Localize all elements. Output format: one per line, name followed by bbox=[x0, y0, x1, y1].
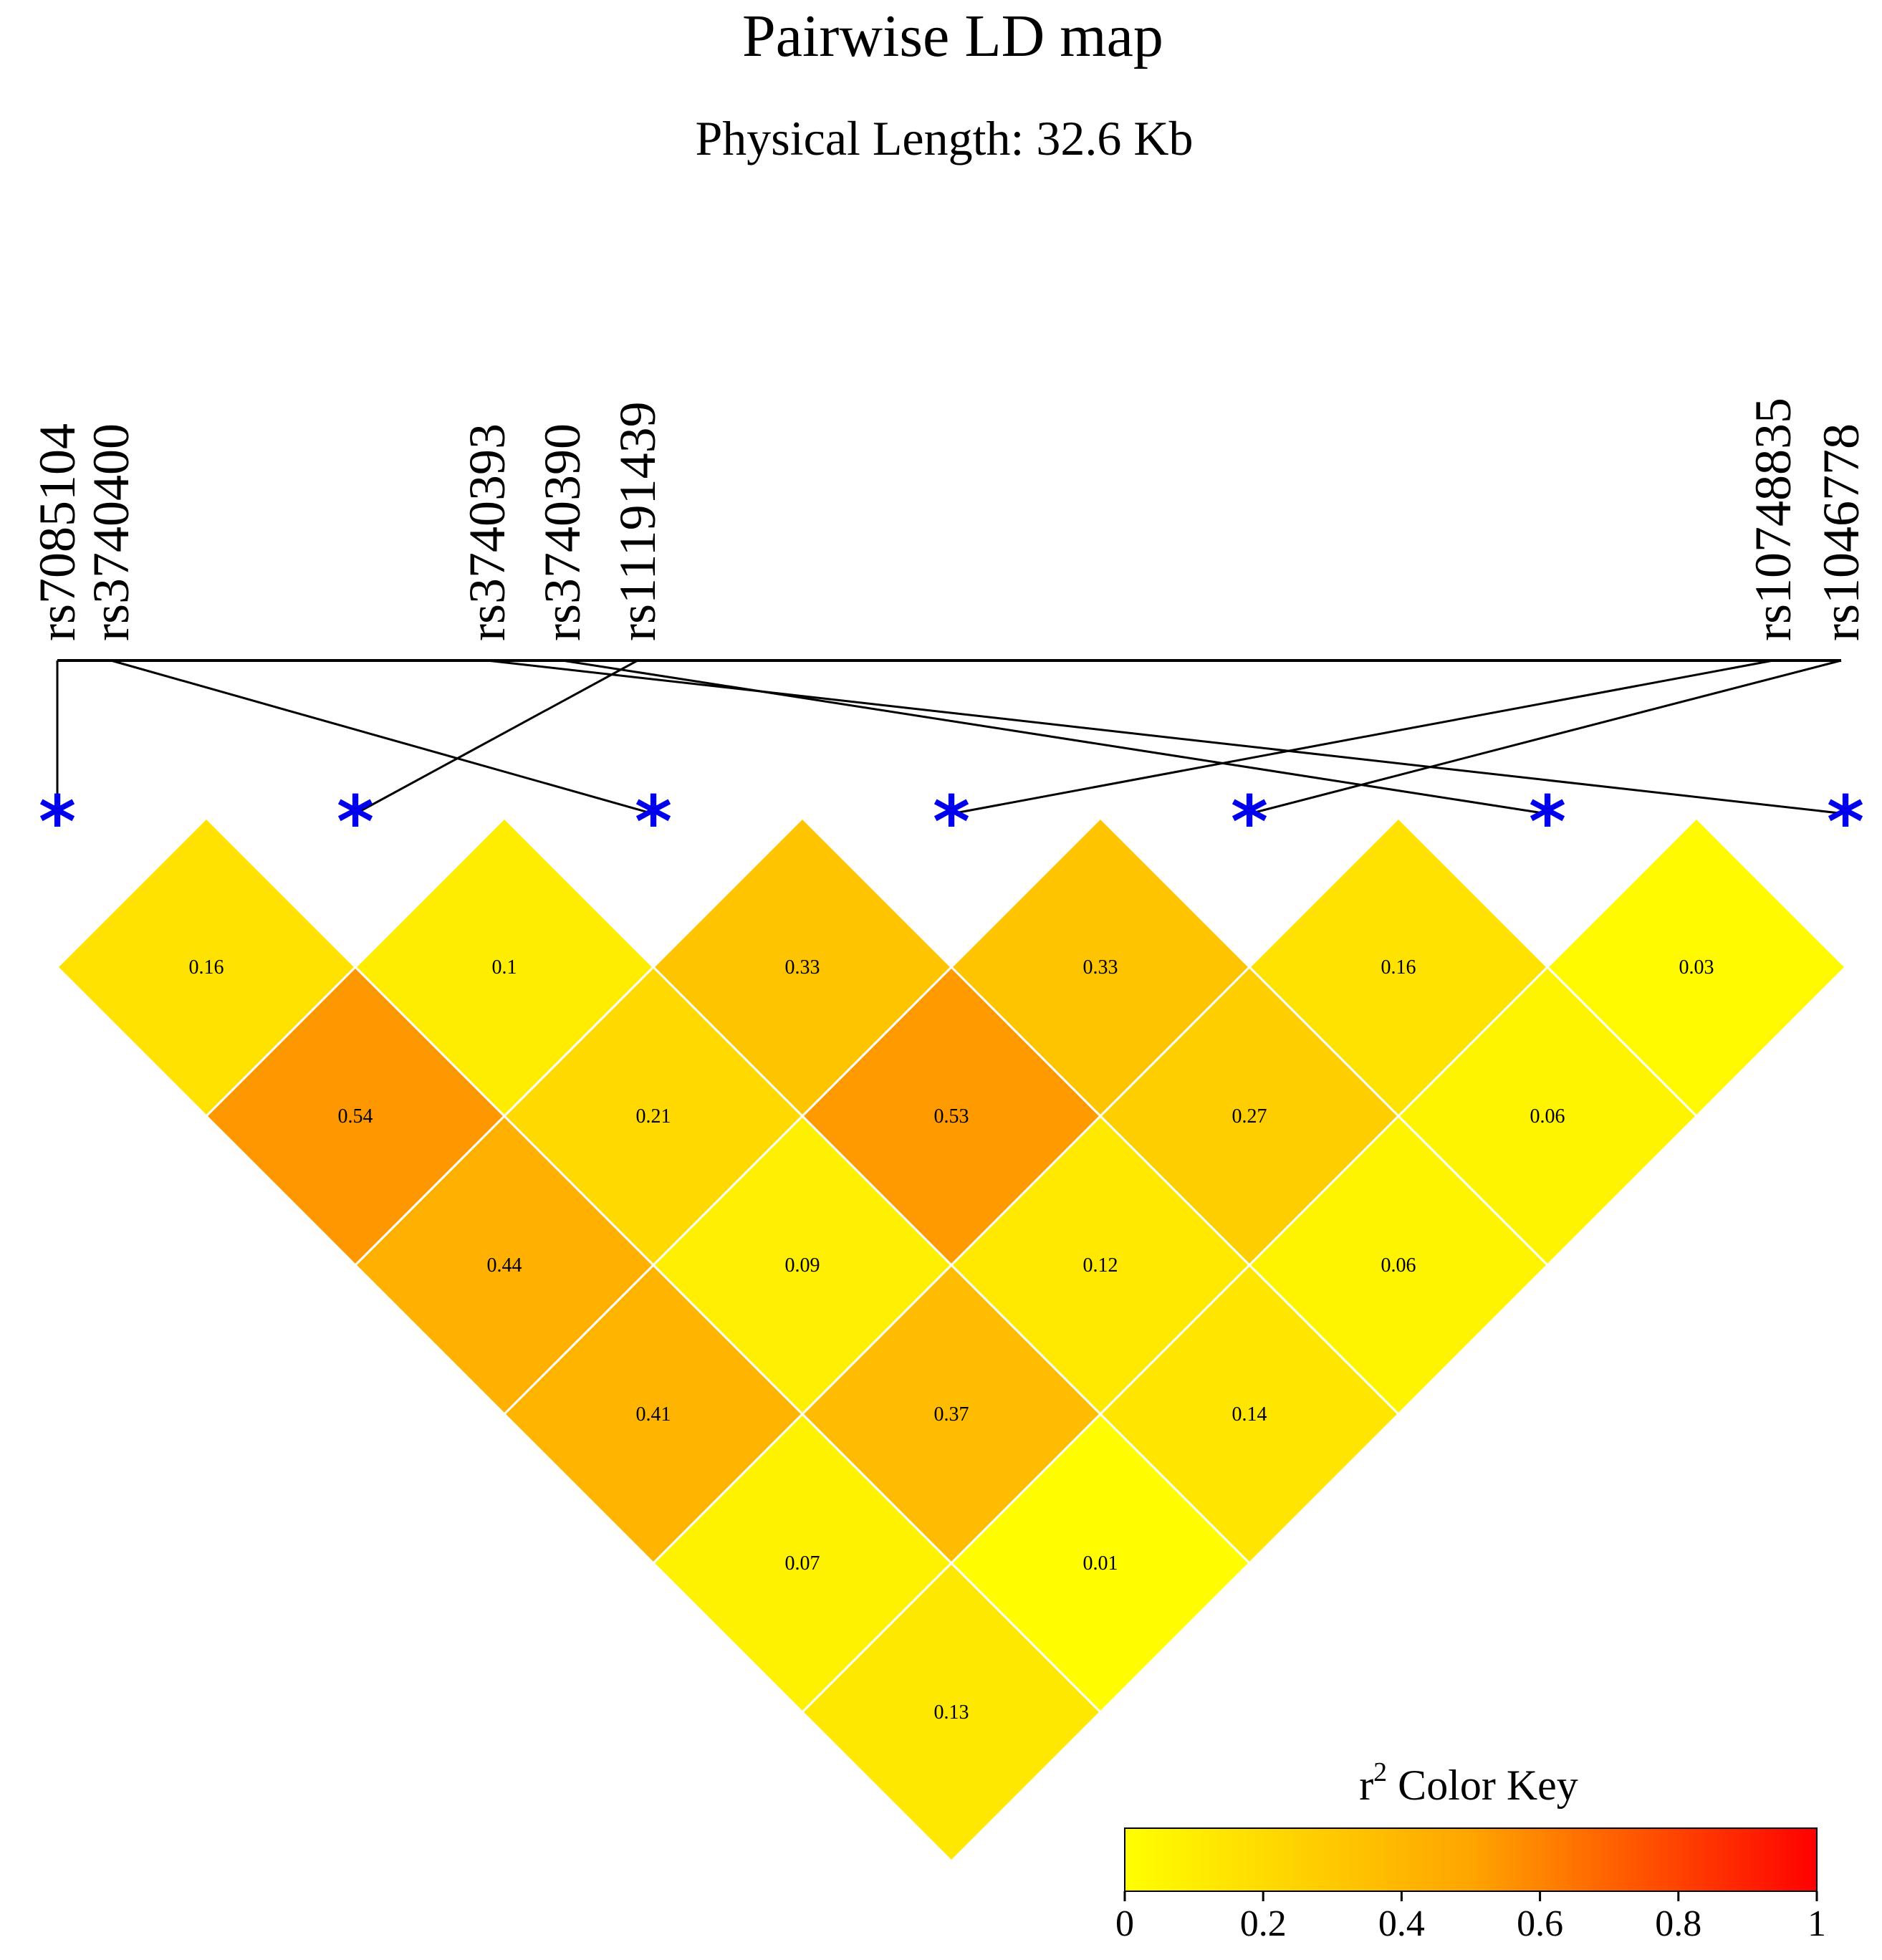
snp-connector bbox=[355, 659, 638, 815]
snp-connector-lines bbox=[56, 659, 1846, 815]
snp-label: rs3740390 bbox=[534, 423, 591, 641]
ld-cell-value: 0.27 bbox=[1232, 1105, 1267, 1128]
snp-label: rs7085104 bbox=[29, 423, 86, 641]
ld-cell-value: 0.54 bbox=[338, 1105, 373, 1128]
ld-cell-value: 0.06 bbox=[1530, 1105, 1565, 1128]
snp-connector bbox=[1249, 659, 1842, 815]
chart-title: Pairwise LD map bbox=[742, 3, 1163, 69]
color-key-tick-label: 0.2 bbox=[1240, 1903, 1287, 1944]
ld-cell-value: 0.53 bbox=[934, 1105, 969, 1128]
snp-position-marker: * bbox=[337, 780, 374, 864]
snp-position-marker: * bbox=[1529, 780, 1566, 864]
snp-position-marker: * bbox=[1231, 780, 1268, 864]
ld-cell-value: 0.09 bbox=[785, 1254, 820, 1277]
color-key-gradient-bar bbox=[1124, 1827, 1818, 1892]
snp-position-marker: * bbox=[933, 780, 970, 864]
color-key-tick-label: 0.4 bbox=[1378, 1903, 1425, 1944]
color-key: r2 Color Key 0 0.2 0.4 0.6 0.8 1 bbox=[1115, 1757, 1826, 1944]
snp-connector bbox=[562, 659, 1548, 815]
color-key-title: r2 Color Key bbox=[1359, 1757, 1578, 1809]
color-key-tick-label: 1 bbox=[1807, 1903, 1826, 1944]
snp-position-marker: * bbox=[635, 780, 672, 864]
ld-cells: 0.16 0.1 0.33 0.33 0.16 0.03 0.54 0.21 0.53 0.27 0… bbox=[55, 816, 1848, 1863]
snp-connector bbox=[486, 659, 1846, 815]
color-key-ticks: 0 0.2 0.4 0.6 0.8 1 bbox=[1115, 1891, 1826, 1944]
ld-cell-value: 0.16 bbox=[1381, 956, 1416, 979]
chart-subtitle: Physical Length: 32.6 Kb bbox=[695, 111, 1193, 165]
ld-cell-value: 0.1 bbox=[492, 956, 517, 979]
ld-cell-value: 0.21 bbox=[636, 1105, 671, 1128]
ld-cell-value: 0.14 bbox=[1232, 1403, 1267, 1426]
snp-position-markers: * * * * * * * bbox=[39, 780, 1864, 864]
ld-cell-value: 0.07 bbox=[785, 1552, 820, 1575]
ld-cell-value: 0.44 bbox=[487, 1254, 522, 1277]
ld-cell-value: 0.33 bbox=[1083, 956, 1118, 979]
ld-cell-value: 0.41 bbox=[636, 1403, 671, 1426]
ld-cell-value: 0.13 bbox=[934, 1701, 969, 1724]
snp-label: rs10748835 bbox=[1744, 398, 1802, 641]
ld-cell-value: 0.12 bbox=[1083, 1254, 1118, 1277]
snp-label: rs3740393 bbox=[459, 423, 516, 641]
color-key-tick-label: 0.6 bbox=[1517, 1903, 1563, 1944]
ld-cell-value: 0.03 bbox=[1679, 956, 1714, 979]
ld-cell bbox=[800, 1561, 1103, 1863]
snp-label: rs11191439 bbox=[609, 401, 666, 641]
snp-connector bbox=[951, 659, 1774, 815]
snp-label: rs3740400 bbox=[82, 423, 140, 641]
ld-cell-value: 0.16 bbox=[189, 956, 224, 979]
ld-cell-value: 0.33 bbox=[785, 956, 820, 979]
ld-cell-value: 0.01 bbox=[1083, 1552, 1118, 1575]
color-key-tick-label: 0 bbox=[1115, 1903, 1134, 1944]
snp-position-marker: * bbox=[1827, 780, 1864, 864]
snp-position-marker: * bbox=[39, 780, 76, 864]
color-key-tick-label: 0.8 bbox=[1655, 1903, 1701, 1944]
snp-label: rs1046778 bbox=[1813, 423, 1870, 641]
ld-cell-value: 0.37 bbox=[934, 1403, 969, 1426]
snp-connector bbox=[110, 659, 654, 815]
ld-cell-value: 0.06 bbox=[1381, 1254, 1416, 1277]
